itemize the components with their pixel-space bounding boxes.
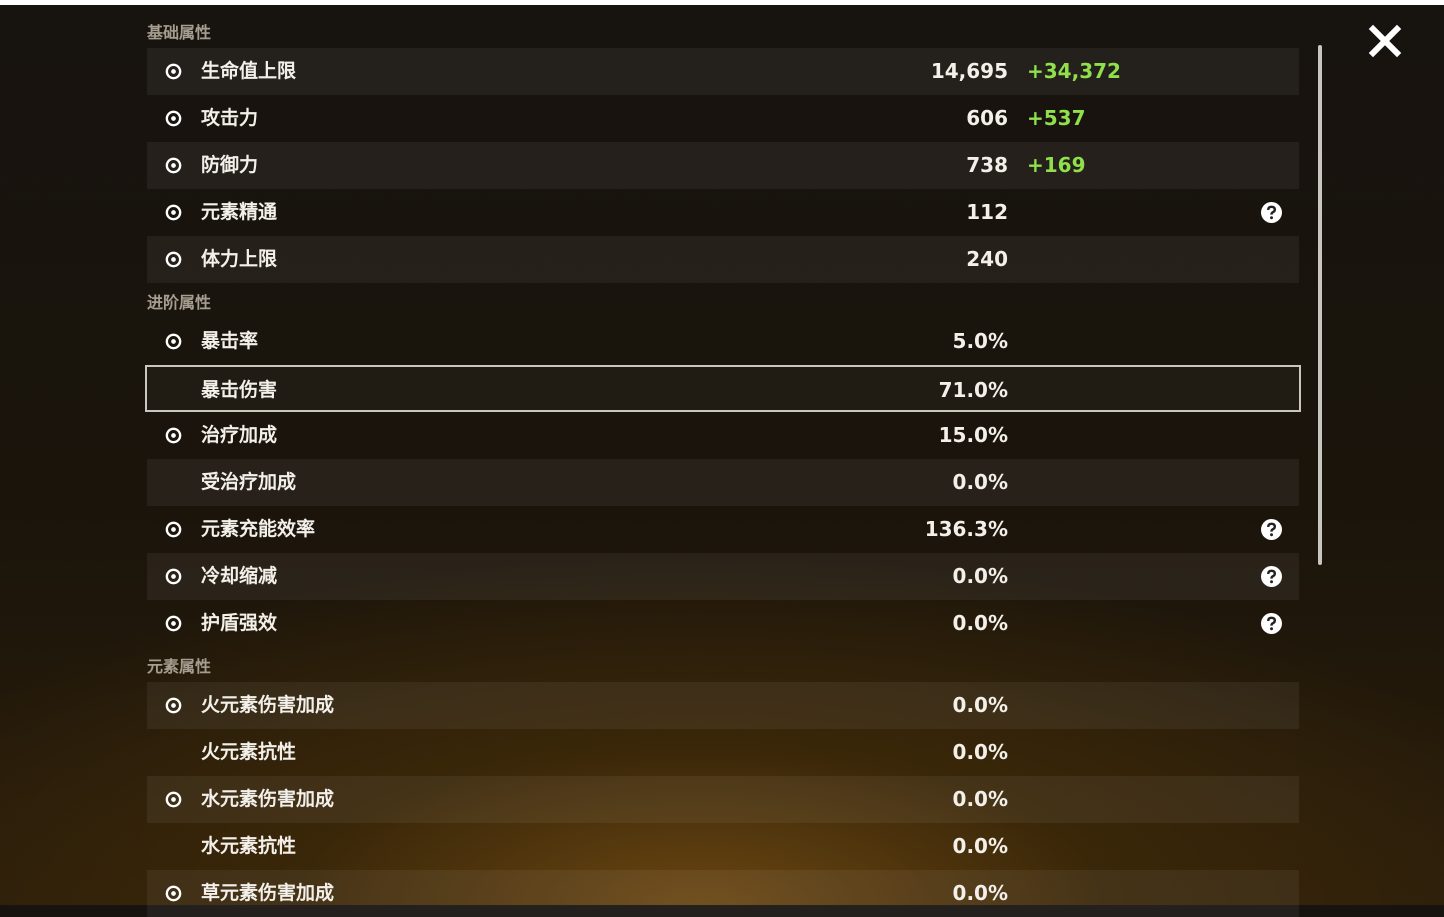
stat-row[interactable]: 水元素抗性 0.0% — [147, 823, 1299, 870]
stat-row[interactable]: 冷却缩减 0.0% — [147, 553, 1299, 600]
stat-icon — [165, 697, 182, 714]
stat-icon — [165, 568, 182, 585]
stat-row[interactable]: 防御力 738 +169 — [147, 142, 1299, 189]
stat-label: 火元素抗性 — [201, 741, 297, 763]
stat-value: 15.0% — [938, 423, 1008, 447]
stat-value: 0.0% — [952, 881, 1008, 905]
stat-value: 0.0% — [952, 564, 1008, 588]
stat-row[interactable]: 体力上限 240 — [147, 236, 1299, 283]
stat-label: 水元素伤害加成 — [201, 788, 335, 810]
stat-value: 738 — [966, 153, 1008, 177]
stat-icon — [165, 204, 182, 221]
scrollbar[interactable] — [1318, 45, 1322, 565]
stat-row[interactable]: 暴击率 5.0% — [147, 318, 1299, 365]
help-glyph — [1267, 205, 1277, 220]
help-glyph — [1267, 616, 1277, 631]
stat-value: 0.0% — [952, 611, 1008, 635]
stat-icon — [165, 615, 182, 632]
stat-label: 暴击率 — [201, 330, 259, 352]
stat-label: 暴击伤害 — [201, 379, 278, 401]
stat-label: 元素精通 — [201, 201, 278, 223]
stat-label: 元素充能效率 — [201, 518, 316, 540]
stat-label: 治疗加成 — [201, 424, 278, 446]
stat-label: 体力上限 — [201, 248, 278, 270]
help-button[interactable] — [1261, 519, 1282, 540]
stat-icon — [165, 791, 182, 808]
stat-row[interactable]: 元素精通 112 — [147, 189, 1299, 236]
stat-label: 攻击力 — [201, 107, 259, 129]
stat-value: 5.0% — [952, 329, 1008, 353]
stat-row[interactable]: 水元素伤害加成 0.0% — [147, 776, 1299, 823]
stat-icon — [165, 63, 182, 80]
stat-value: 0.0% — [952, 693, 1008, 717]
help-button[interactable] — [1261, 202, 1282, 223]
stat-label: 草元素伤害加成 — [201, 882, 335, 904]
stat-value: 112 — [966, 200, 1008, 224]
stat-row[interactable]: 火元素伤害加成 0.0% — [147, 682, 1299, 729]
help-glyph — [1267, 569, 1277, 584]
stat-value: 0.0% — [952, 740, 1008, 764]
stat-label: 生命值上限 — [201, 60, 297, 82]
stat-label: 水元素抗性 — [201, 835, 297, 857]
stat-value: 0.0% — [952, 834, 1008, 858]
stat-value: 606 — [966, 106, 1008, 130]
stat-icon — [165, 251, 182, 268]
stat-row[interactable]: 火元素抗性 0.0% — [147, 729, 1299, 776]
stat-icon — [165, 427, 182, 444]
stat-bonus: +537 — [1027, 106, 1086, 130]
stat-icon — [165, 333, 182, 350]
section-title: 进阶属性 — [147, 293, 212, 312]
stat-value: 136.3% — [924, 517, 1008, 541]
stat-label: 冷却缩减 — [201, 565, 278, 587]
stat-row[interactable]: 暴击伤害 71.0% — [145, 365, 1301, 412]
stat-value: 240 — [966, 247, 1008, 271]
section-title: 基础属性 — [147, 23, 212, 42]
stat-row[interactable]: 治疗加成 15.0% — [147, 412, 1299, 459]
stat-icon — [165, 885, 182, 902]
close-button[interactable] — [1368, 24, 1402, 58]
stat-label: 火元素伤害加成 — [201, 694, 335, 716]
stat-value: 0.0% — [952, 470, 1008, 494]
stat-value: 0.0% — [952, 787, 1008, 811]
help-glyph — [1267, 522, 1277, 537]
section-title: 元素属性 — [147, 657, 212, 676]
stat-row[interactable]: 生命值上限 14,695 +34,372 — [147, 48, 1299, 95]
stat-icon — [165, 110, 182, 127]
stat-icon — [165, 521, 182, 538]
stat-label: 受治疗加成 — [201, 471, 297, 493]
stat-label: 护盾强效 — [201, 612, 278, 634]
help-button[interactable] — [1261, 613, 1282, 634]
stat-row[interactable]: 攻击力 606 +537 — [147, 95, 1299, 142]
stat-row[interactable]: 草元素伤害加成 0.0% — [147, 870, 1299, 917]
stat-row[interactable]: 护盾强效 0.0% — [147, 600, 1299, 647]
stat-label: 防御力 — [201, 154, 259, 176]
stat-row[interactable]: 元素充能效率 136.3% — [147, 506, 1299, 553]
stat-icon — [165, 157, 182, 174]
stat-row[interactable]: 受治疗加成 0.0% — [147, 459, 1299, 506]
stat-value: 14,695 — [930, 59, 1008, 83]
help-button[interactable] — [1261, 566, 1282, 587]
stat-bonus: +34,372 — [1027, 59, 1121, 83]
stat-value: 71.0% — [938, 378, 1008, 402]
stat-bonus: +169 — [1027, 153, 1086, 177]
